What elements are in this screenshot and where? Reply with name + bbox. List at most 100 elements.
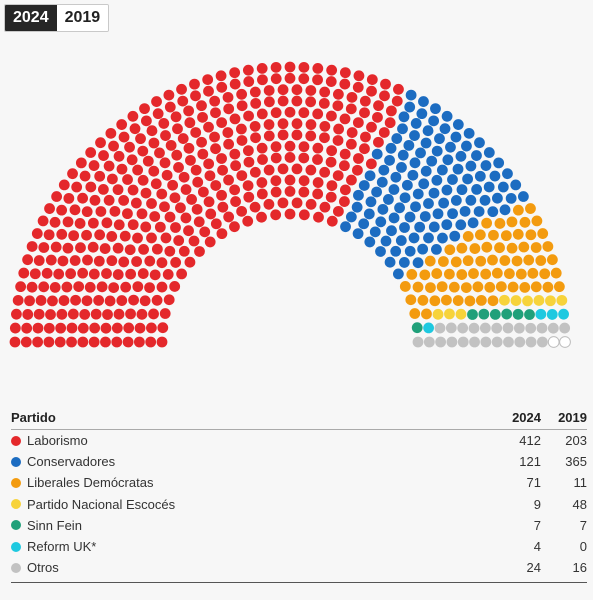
year-2024-button[interactable]: 2024 bbox=[5, 5, 57, 31]
seat-laborismo bbox=[94, 229, 106, 241]
seat-laborismo bbox=[63, 192, 75, 204]
seat-laborismo bbox=[339, 184, 351, 196]
seat-laborismo bbox=[193, 216, 205, 228]
seat-laborismo bbox=[203, 158, 215, 170]
year-2019-button[interactable]: 2019 bbox=[56, 5, 109, 31]
seat-laborismo bbox=[236, 205, 248, 217]
seat-liberales-dem-cratas bbox=[436, 281, 448, 293]
seats-2019: 365 bbox=[565, 454, 587, 470]
seat-conservadores bbox=[364, 236, 376, 248]
seat-laborismo bbox=[29, 268, 41, 280]
seat-laborismo bbox=[184, 117, 196, 129]
seat-laborismo bbox=[79, 170, 91, 182]
seat-laborismo bbox=[120, 281, 132, 293]
seat-conservadores bbox=[390, 245, 402, 257]
seats-2024: 7 bbox=[533, 517, 541, 533]
seat-partido-nacional-escoc-s bbox=[522, 295, 533, 307]
seat-partido-nacional-escoc-s bbox=[510, 295, 522, 306]
seat-laborismo bbox=[53, 268, 65, 280]
seat-laborismo bbox=[318, 97, 330, 109]
seats-2019: 16 bbox=[572, 560, 587, 576]
seat-laborismo bbox=[298, 107, 310, 119]
seat-conservadores bbox=[449, 230, 461, 242]
table-row: Reform UK* 4 0 bbox=[11, 536, 587, 557]
seat-laborismo bbox=[243, 191, 255, 203]
seat-laborismo bbox=[319, 201, 331, 213]
party-color-dot bbox=[11, 541, 21, 552]
seat-laborismo bbox=[58, 295, 70, 306]
seat-liberales-dem-cratas bbox=[518, 241, 530, 253]
seat-liberales-dem-cratas bbox=[437, 256, 449, 267]
seat-laborismo bbox=[151, 96, 162, 107]
seat-laborismo bbox=[184, 256, 196, 268]
seat-laborismo bbox=[156, 281, 168, 293]
seat-conservadores bbox=[403, 139, 415, 151]
seat-laborismo bbox=[105, 127, 117, 139]
seat-liberales-dem-cratas bbox=[546, 254, 558, 266]
seat-laborismo bbox=[9, 336, 21, 348]
seat-conservadores bbox=[377, 203, 389, 215]
seat-liberales-dem-cratas bbox=[495, 281, 507, 292]
seat-laborismo bbox=[82, 254, 93, 266]
seat-laborismo bbox=[9, 322, 21, 334]
seat-laborismo bbox=[270, 107, 282, 119]
seat-laborismo bbox=[37, 215, 49, 227]
seat-laborismo bbox=[312, 74, 323, 86]
seat-laborismo bbox=[81, 295, 93, 307]
seat-conservadores bbox=[404, 245, 416, 257]
seat-liberales-dem-cratas bbox=[474, 229, 486, 241]
seat-laborismo bbox=[109, 205, 121, 217]
seat-laborismo bbox=[270, 175, 282, 187]
seat-conservadores bbox=[364, 170, 376, 182]
seat-laborismo bbox=[90, 308, 102, 320]
seat-liberales-dem-cratas bbox=[499, 255, 511, 266]
seat-laborismo bbox=[159, 308, 171, 319]
seat-laborismo bbox=[70, 294, 81, 306]
seat-laborismo bbox=[359, 107, 370, 119]
seat-laborismo bbox=[95, 137, 106, 149]
seat-laborismo bbox=[372, 111, 383, 123]
seat-laborismo bbox=[270, 73, 282, 85]
seat-conservadores bbox=[423, 232, 434, 244]
seat-otros bbox=[479, 322, 491, 334]
seat-laborismo bbox=[122, 336, 134, 348]
seat-laborismo bbox=[263, 119, 275, 130]
seat-laborismo bbox=[149, 269, 161, 281]
seat-conservadores bbox=[430, 103, 441, 115]
seat-laborismo bbox=[111, 336, 123, 348]
seat-otros bbox=[445, 322, 457, 334]
seat-laborismo bbox=[183, 105, 195, 117]
party-cell: Liberales Demócratas bbox=[11, 475, 481, 490]
seat-laborismo bbox=[178, 245, 190, 257]
seat-liberales-dem-cratas bbox=[512, 228, 524, 240]
seat-laborismo bbox=[122, 208, 133, 220]
seat-liberales-dem-cratas bbox=[443, 268, 455, 280]
seat-laborismo bbox=[164, 211, 176, 223]
seat-conservadores bbox=[499, 204, 511, 216]
seat-liberales-dem-cratas bbox=[480, 268, 492, 280]
seat-partido-nacional-escoc-s bbox=[432, 308, 444, 320]
seat-laborismo bbox=[325, 191, 337, 203]
seat-laborismo bbox=[69, 255, 81, 266]
seat-liberales-dem-cratas bbox=[519, 282, 531, 293]
seat-conservadores bbox=[428, 221, 440, 233]
seat-liberales-dem-cratas bbox=[481, 217, 493, 229]
seat-laborismo bbox=[205, 208, 217, 220]
seat-conservadores bbox=[423, 198, 434, 209]
seat-conservadores bbox=[455, 150, 467, 162]
seat-laborismo bbox=[146, 322, 157, 334]
seat-laborismo bbox=[77, 336, 89, 348]
seat-laborismo bbox=[319, 86, 331, 98]
seat-laborismo bbox=[173, 235, 185, 246]
seat-laborismo bbox=[339, 67, 351, 79]
seat-laborismo bbox=[136, 208, 148, 220]
seat-conservadores bbox=[505, 192, 517, 204]
seat-liberales-dem-cratas bbox=[530, 281, 542, 293]
party-cell: Partido Nacional Escocés bbox=[11, 497, 481, 512]
seat-liberales-dem-cratas bbox=[456, 242, 468, 254]
seat-conservadores bbox=[365, 196, 377, 208]
seat-laborismo bbox=[203, 121, 214, 133]
seat-laborismo bbox=[197, 186, 209, 198]
table-row: Conservadores 121 365 bbox=[11, 451, 587, 472]
seat-conservadores bbox=[441, 110, 453, 122]
